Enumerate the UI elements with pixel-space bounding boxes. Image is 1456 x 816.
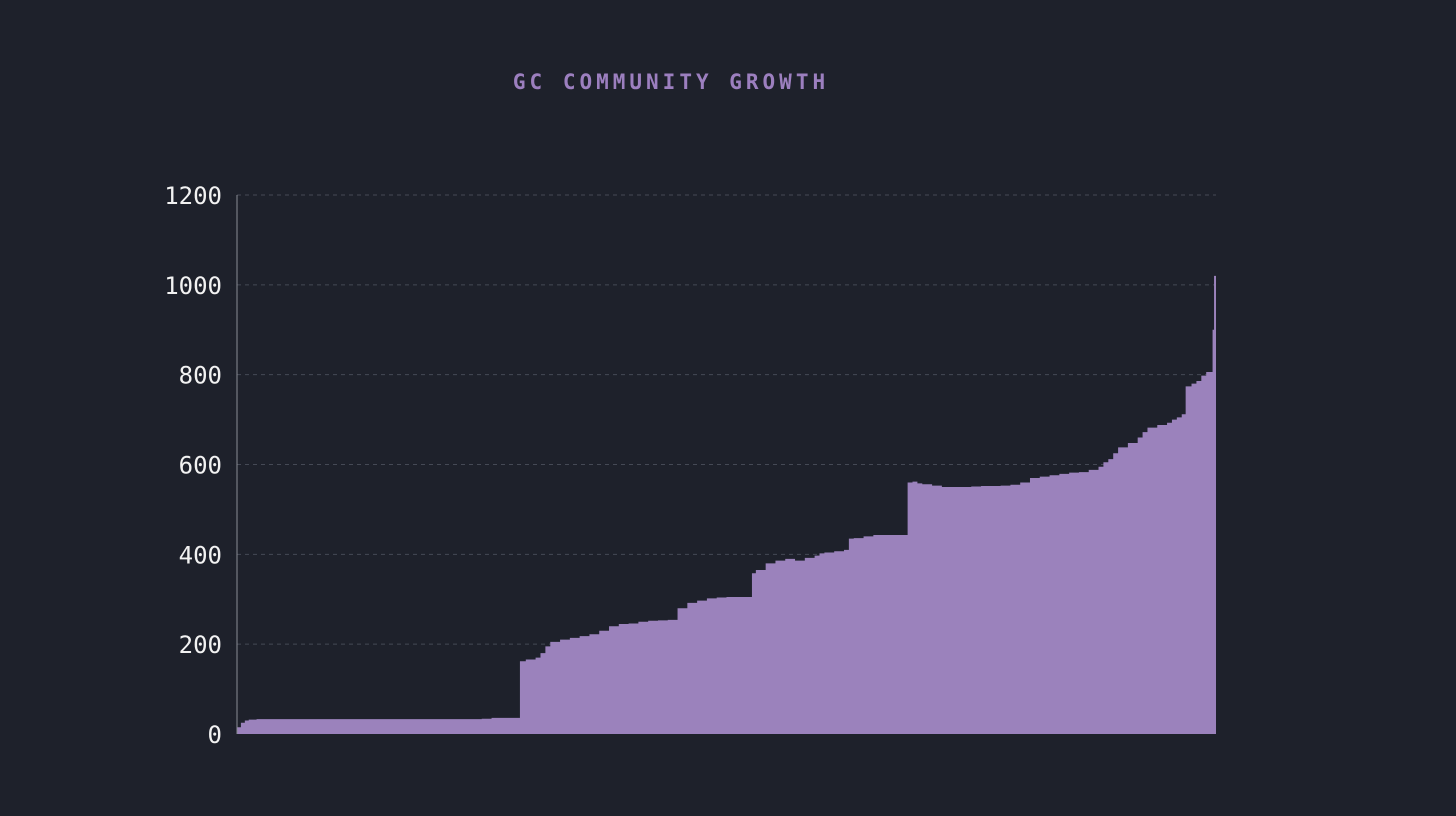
chart-title: GC COMMUNITY GROWTH [512,70,830,94]
y-tick-label: 1000 [164,272,222,300]
y-tick-label: 800 [179,362,222,390]
area-series [237,275,1216,734]
y-tick-label: 1200 [164,182,222,210]
y-tick-label: 200 [179,631,222,659]
y-tick-label: 600 [179,452,222,480]
y-tick-label: 0 [208,721,222,749]
y-tick-label: 400 [179,541,222,569]
